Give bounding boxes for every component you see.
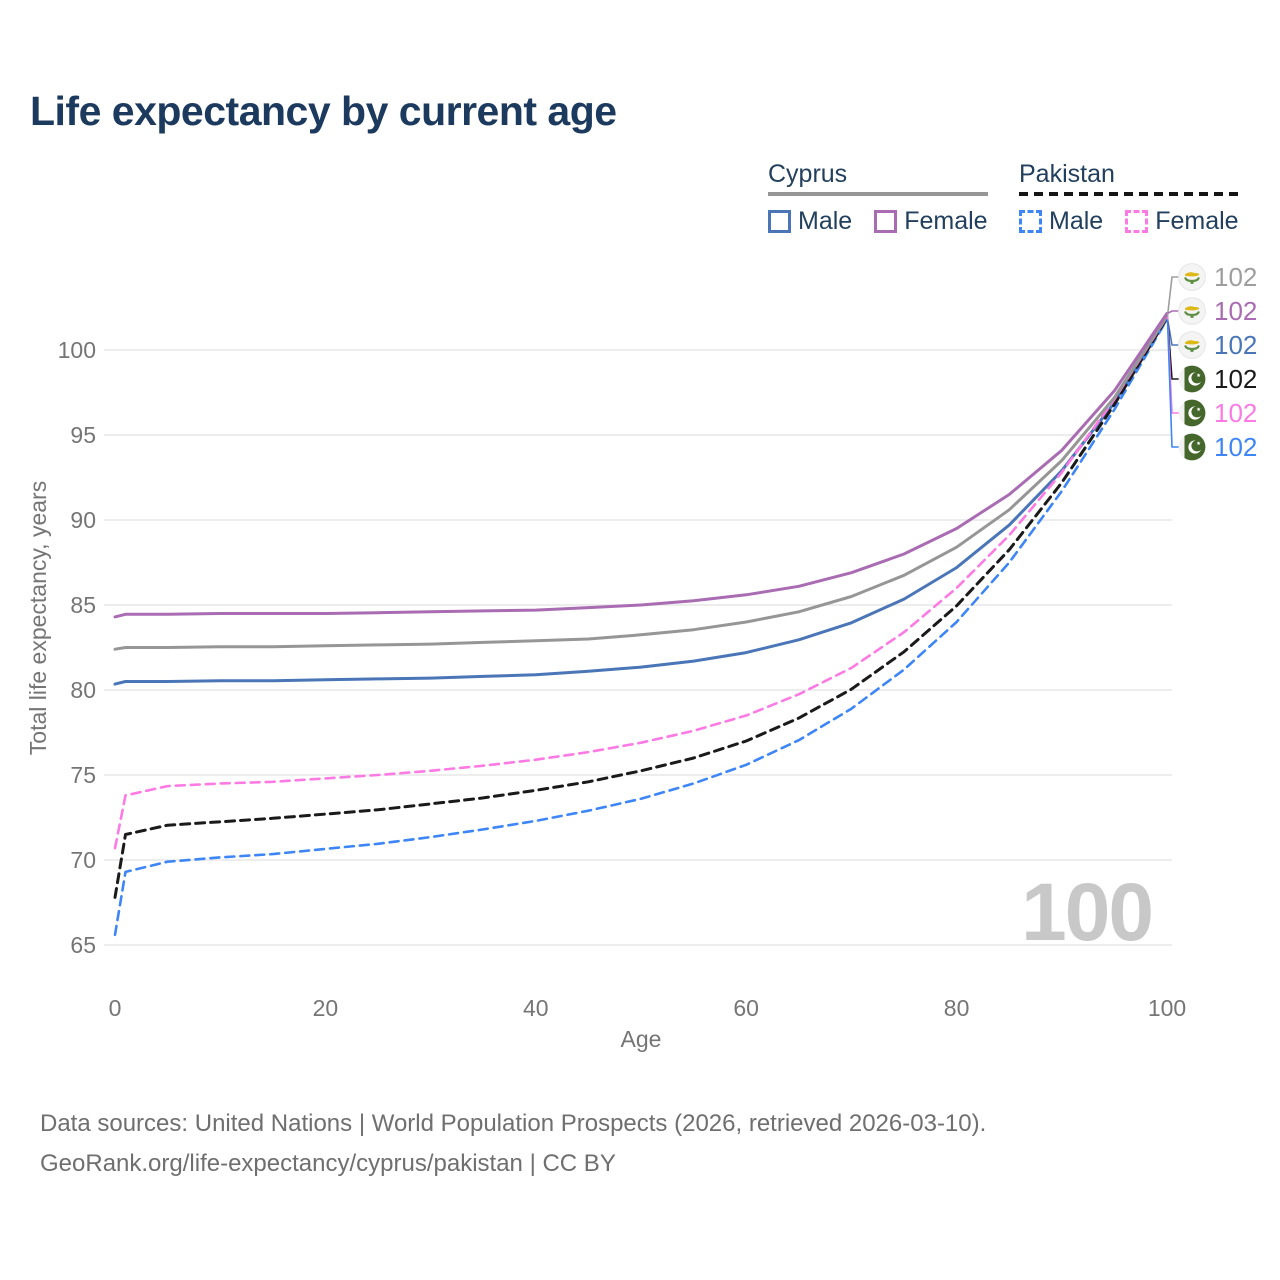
footer-data-sources: Data sources: United Nations | World Pop… [40, 1110, 987, 1137]
end-label-row-pakistan-total: 102 [1178, 362, 1257, 396]
end-label-value: 102 [1214, 295, 1258, 326]
end-label-row-pakistan-male: 102 [1178, 430, 1257, 464]
end-label-value: 102 [1214, 261, 1258, 292]
end-label-value: 102 [1214, 329, 1258, 360]
end-label-row-pakistan-female: 102 [1178, 396, 1257, 430]
page-title: Life expectancy by current age [30, 88, 617, 134]
x-tick-label: 40 [523, 995, 549, 1021]
y-tick-label: 100 [58, 337, 96, 363]
y-tick-label: 70 [70, 847, 96, 873]
footer-attribution: GeoRank.org/life-expectancy/cyprus/pakis… [40, 1150, 616, 1177]
legend-underline-pakistan [1019, 192, 1239, 196]
cyprus-flag-icon [1178, 331, 1206, 359]
series-line-cyprus-female[interactable] [113, 311, 1169, 619]
y-axis-title: Total life expectancy, years [25, 481, 51, 755]
end-label-value: 102 [1214, 431, 1258, 462]
x-tick-label: 60 [733, 995, 759, 1021]
end-labels: 102 102 102 102 102 [1178, 260, 1257, 464]
legend-item-cyprus-male[interactable]: Male [768, 207, 852, 236]
x-tick-label: 100 [1148, 995, 1186, 1021]
end-label-connector-cyprus-female [1167, 310, 1179, 315]
legend-label: Female [1155, 207, 1239, 235]
y-tick-label: 80 [70, 677, 96, 703]
end-label-row-cyprus-total: 102 [1178, 260, 1257, 294]
legend-group-cyprus: Cyprus Male Female [768, 160, 988, 236]
legend-underline-cyprus [768, 192, 988, 196]
legend-item-pakistan-female[interactable]: Female [1125, 207, 1239, 236]
pakistan-flag-icon [1178, 365, 1206, 393]
pakistan-flag-icon [1178, 433, 1206, 461]
pakistan-male-swatch-icon [1019, 210, 1042, 233]
legend-item-pakistan-male[interactable]: Male [1019, 207, 1103, 236]
y-tick-label: 90 [70, 507, 96, 533]
cyprus-female-swatch-icon [874, 210, 898, 233]
cyprus-male-swatch-icon [768, 210, 791, 233]
x-tick-label: 80 [944, 995, 970, 1021]
y-tick-label: 75 [70, 762, 96, 788]
legend-label: Female [904, 207, 988, 235]
end-label-connector-pakistan-male [1166, 319, 1179, 448]
legend-country-cyprus[interactable]: Cyprus [768, 160, 848, 188]
legend-label: Male [1049, 207, 1104, 235]
legend-group-pakistan: Pakistan Male Female [1019, 160, 1239, 236]
age-watermark: 100 [1021, 867, 1154, 958]
series-line-cyprus-male[interactable] [113, 317, 1169, 686]
pakistan-flag-icon [1178, 399, 1206, 427]
legend-label: Male [798, 207, 853, 235]
y-tick-label: 65 [70, 932, 96, 958]
legend-country-pakistan[interactable]: Pakistan [1019, 160, 1115, 188]
series-line-pakistan-male[interactable] [113, 318, 1169, 937]
cyprus-flag-icon [1178, 263, 1206, 291]
legend-item-cyprus-female[interactable]: Female [874, 207, 988, 236]
y-tick-label: 85 [70, 592, 96, 618]
y-tick-label: 95 [70, 422, 96, 448]
end-label-connector-cyprus-total [1166, 276, 1179, 317]
x-axis-title: Age [621, 1026, 662, 1052]
series-line-cyprus-total[interactable] [113, 314, 1169, 651]
pakistan-female-swatch-icon [1125, 210, 1149, 233]
end-label-value: 102 [1214, 363, 1258, 394]
x-tick-label: 0 [109, 995, 122, 1021]
cyprus-flag-icon [1178, 297, 1206, 325]
end-label-value: 102 [1214, 397, 1258, 428]
x-tick-label: 20 [313, 995, 339, 1021]
series-line-pakistan-total[interactable] [113, 316, 1169, 899]
series-line-pakistan-female[interactable] [113, 315, 1169, 850]
end-label-row-cyprus-female: 102 [1178, 294, 1257, 328]
end-label-row-cyprus-male: 102 [1178, 328, 1257, 362]
